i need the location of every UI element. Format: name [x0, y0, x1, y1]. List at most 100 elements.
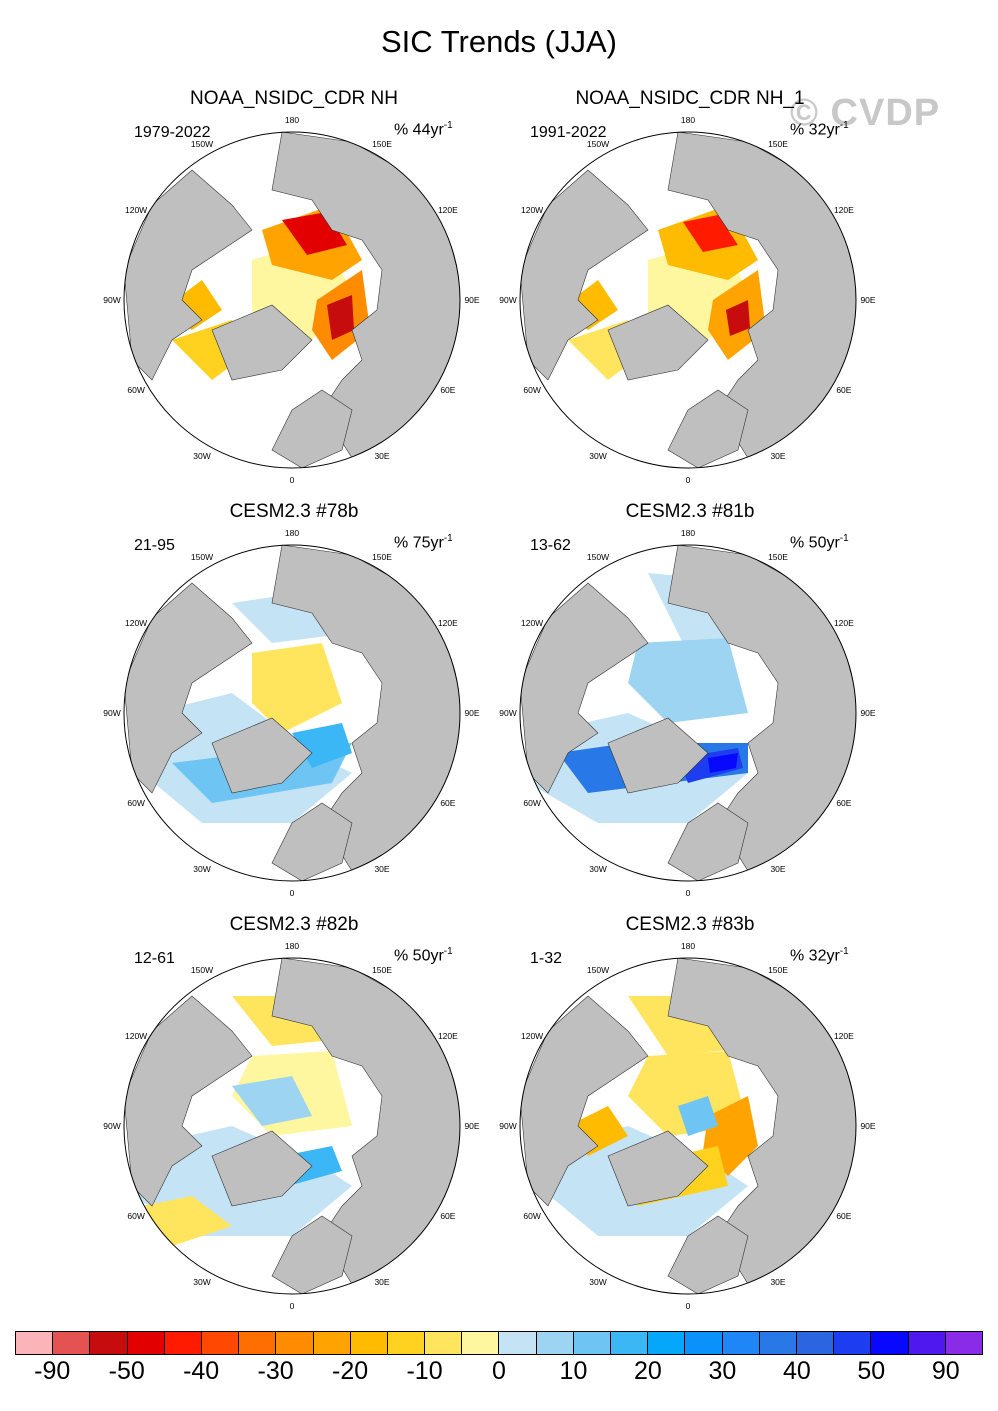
- longitude-label: 0: [289, 475, 295, 485]
- longitude-label: 60E: [836, 385, 852, 395]
- units-exponent: -1: [443, 120, 453, 131]
- land-mass: [124, 582, 253, 794]
- colorbar-swatch: [684, 1331, 722, 1355]
- longitude-label: 60E: [440, 1211, 456, 1221]
- map-panel-3: CESM2.3 #78b 21-95 % 75yr-1 180 150E 120E 90E 6…: [103, 501, 524, 901]
- land-mass: [271, 802, 353, 881]
- colorbar-swatch: [944, 1331, 983, 1355]
- panel-units: % 44yr-1: [394, 120, 453, 139]
- colorbar: [15, 1331, 983, 1355]
- longitude-label: 90W: [103, 1121, 121, 1131]
- units-text: % 44yr: [394, 121, 444, 139]
- units-exponent: -1: [443, 946, 453, 957]
- polar-map: [519, 131, 857, 469]
- units-text: % 50yr: [394, 947, 444, 965]
- panel-title: NOAA_NSIDC_CDR NH_1: [575, 88, 805, 109]
- longitude-label: 60W: [523, 385, 541, 395]
- colorbar-swatch: [275, 1331, 313, 1355]
- map-border: [519, 544, 857, 882]
- longitude-label: 30W: [193, 450, 211, 461]
- longitude-label: 120W: [521, 618, 544, 628]
- longitude-label: 120E: [437, 618, 458, 628]
- polar-map: [123, 131, 461, 469]
- longitude-label: 120W: [125, 618, 148, 628]
- land-mass: [520, 582, 649, 794]
- longitude-label: 60W: [523, 1211, 541, 1221]
- land-mass: [667, 389, 749, 468]
- longitude-label: 150W: [190, 552, 214, 563]
- panel-units: % 32yr-1: [790, 946, 849, 965]
- trend-region: [252, 643, 342, 733]
- polar-map: [519, 957, 857, 1295]
- panel-units: % 50yr-1: [394, 946, 453, 965]
- panel-title: CESM2.3 #81b: [625, 501, 755, 522]
- units-exponent: -1: [839, 120, 849, 131]
- longitude-label: 0: [289, 888, 295, 898]
- colorbar-label: 10: [559, 1357, 588, 1385]
- land-mass: [520, 995, 649, 1207]
- longitude-label: 150E: [372, 139, 392, 150]
- colorbar-swatch: [721, 1331, 759, 1355]
- trend-region: [678, 1096, 718, 1136]
- colorbar-swatch: [52, 1331, 90, 1355]
- longitude-label: 120E: [833, 205, 854, 215]
- longitude-label: 120W: [521, 205, 544, 215]
- panel-units: % 50yr-1: [790, 533, 849, 552]
- longitude-label: 30W: [589, 1276, 607, 1287]
- longitude-label: 120W: [125, 1031, 148, 1041]
- longitude-label: 120W: [125, 205, 148, 215]
- polar-map: [123, 544, 461, 882]
- colorbar-label: 90: [931, 1357, 960, 1385]
- map-border: [123, 544, 461, 882]
- longitude-label: 0: [685, 1301, 691, 1311]
- longitude-label: 90W: [499, 708, 517, 718]
- land-mass: [667, 1215, 749, 1294]
- colorbar-swatch: [498, 1331, 536, 1355]
- longitude-label: 150E: [768, 139, 788, 150]
- longitude-label: 30E: [770, 1276, 786, 1287]
- units-exponent: -1: [443, 533, 453, 544]
- colorbar-swatch: [163, 1331, 201, 1355]
- longitude-label: 180: [680, 941, 696, 951]
- longitude-label: 180: [680, 115, 696, 125]
- units-text: % 32yr: [790, 947, 840, 965]
- colorbar-swatch: [758, 1331, 796, 1355]
- trend-region: [628, 638, 748, 723]
- polar-map: [519, 544, 857, 882]
- units-text: % 50yr: [790, 534, 840, 552]
- map-panel-5: CESM2.3 #82b 12-61 % 50yr-1 180 150E 120E 90E 6…: [103, 914, 524, 1314]
- panel-title: CESM2.3 #82b: [229, 914, 359, 935]
- colorbar-swatch: [647, 1331, 685, 1355]
- map-border: [123, 131, 461, 469]
- land-mass: [271, 389, 353, 468]
- longitude-label: 150E: [372, 965, 392, 976]
- panel-period: 1-32: [530, 950, 563, 967]
- longitude-label: 150W: [586, 965, 610, 976]
- colorbar-swatch: [461, 1331, 499, 1355]
- longitude-label: 30E: [770, 863, 786, 874]
- longitude-label: 90E: [464, 1121, 480, 1131]
- trend-region: [327, 295, 354, 340]
- colorbar-label: 30: [708, 1357, 737, 1385]
- colorbar-swatch: [15, 1331, 53, 1355]
- map-panel-6: CESM2.3 #83b 1-32 % 32yr-1 180 150E 120E 90E 60…: [499, 914, 920, 1314]
- map-border: [519, 131, 857, 469]
- colorbar-label: -50: [108, 1357, 145, 1385]
- longitude-label: 150E: [768, 552, 788, 563]
- longitude-label: 30W: [589, 450, 607, 461]
- longitude-label: 0: [685, 475, 691, 485]
- longitude-label: 120E: [437, 205, 458, 215]
- longitude-label: 30W: [193, 863, 211, 874]
- panel-title: CESM2.3 #83b: [625, 914, 755, 935]
- longitude-label: 180: [284, 528, 300, 538]
- longitude-label: 90E: [464, 708, 480, 718]
- longitude-label: 90E: [860, 1121, 876, 1131]
- longitude-label: 120E: [833, 1031, 854, 1041]
- land-mass: [124, 995, 253, 1207]
- longitude-label: 0: [289, 1301, 295, 1311]
- longitude-label: 120E: [833, 618, 854, 628]
- land-mass: [124, 169, 253, 381]
- panel-period: 12-61: [134, 950, 175, 967]
- map-panel-4: CESM2.3 #81b 13-62 % 50yr-1 180 150E 120E 90E 6…: [499, 501, 920, 901]
- longitude-label: 60E: [440, 385, 456, 395]
